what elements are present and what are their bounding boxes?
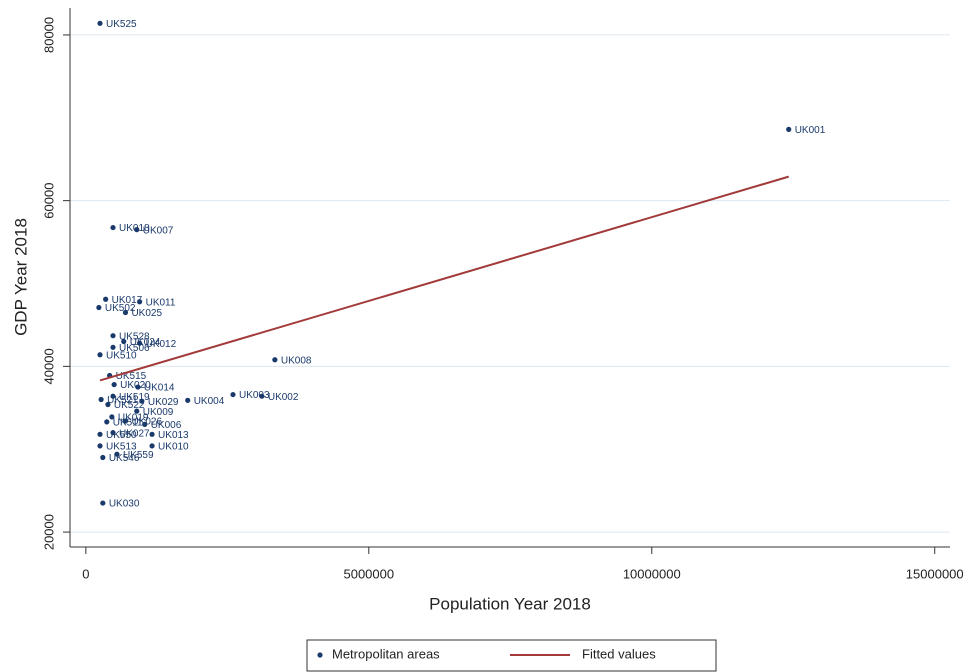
point <box>122 309 129 316</box>
point-label: UK004 <box>194 396 225 407</box>
point-label: UK025 <box>131 308 162 319</box>
point <box>96 304 102 311</box>
fit-line <box>99 175 789 382</box>
point <box>134 408 140 414</box>
point-label: UK502 <box>105 303 136 314</box>
point-label: UK012 <box>146 339 177 350</box>
point <box>137 299 143 305</box>
point-label: UK522 <box>114 400 145 411</box>
point <box>100 500 106 506</box>
point <box>122 418 129 424</box>
point <box>100 454 106 461</box>
legend-swatch <box>317 652 323 658</box>
point-label: UK513 <box>106 442 137 453</box>
x-axis-label: Population Year 2018 <box>429 594 591 613</box>
point <box>110 344 116 350</box>
point <box>259 393 265 399</box>
point-label: UK029 <box>148 397 179 408</box>
point <box>105 401 111 408</box>
point <box>230 391 236 398</box>
point-label: UK017 <box>112 295 143 306</box>
point <box>149 443 155 449</box>
y-axis-label: GDP Year 2018 <box>11 218 30 336</box>
point <box>97 431 103 437</box>
point <box>139 398 145 404</box>
point-label: UK008 <box>281 355 312 366</box>
point <box>272 357 278 363</box>
point-label: UK026 <box>131 417 162 428</box>
point-label: UK024 <box>130 337 161 348</box>
y-tick-label: 60000 <box>41 183 56 219</box>
point-label: UK528 <box>119 331 150 342</box>
point-label: UK001 <box>795 125 826 136</box>
point-label: UK020 <box>120 380 151 391</box>
point <box>110 224 116 231</box>
point-label: UK030 <box>109 499 140 510</box>
point-label: UK011 <box>146 297 176 308</box>
point-label: UK521 <box>107 395 138 406</box>
point <box>110 333 116 339</box>
point <box>786 126 792 132</box>
y-tick-label: 80000 <box>41 17 56 53</box>
point-label: UK550 <box>106 430 137 441</box>
point <box>110 393 116 399</box>
point-label: UK559 <box>123 450 154 461</box>
point <box>111 381 117 388</box>
point-label: UK014 <box>144 383 175 394</box>
x-tick-label: 5000000 <box>343 566 394 581</box>
point <box>104 419 110 425</box>
point <box>135 384 141 390</box>
point <box>98 396 104 403</box>
point <box>185 397 191 403</box>
point <box>97 443 103 449</box>
point-label: UK013 <box>158 430 189 441</box>
point <box>137 340 143 346</box>
point-label: UK010 <box>158 442 189 453</box>
x-tick-label: 15000000 <box>906 566 964 581</box>
point-label: UK511 <box>113 418 143 429</box>
point-label: UK525 <box>106 19 137 30</box>
point <box>97 20 103 26</box>
point-label: UK027 <box>119 428 150 439</box>
point-label: UK007 <box>143 225 174 236</box>
point-label: UK002 <box>268 392 299 403</box>
point-label: UK003 <box>239 390 270 401</box>
point-label: UK506 <box>119 343 150 354</box>
x-tick-label: 0 <box>82 566 89 581</box>
point <box>142 421 148 427</box>
point-label: UK519 <box>119 392 150 403</box>
x-tick-label: 10000000 <box>623 566 681 581</box>
point-label: UK009 <box>143 407 174 418</box>
point <box>114 451 120 457</box>
point-label: UK510 <box>106 350 137 361</box>
point-label: UK019 <box>118 413 149 424</box>
legend-label: Fitted values <box>582 646 656 661</box>
point-label: UK546 <box>109 453 140 464</box>
point <box>121 338 127 345</box>
point <box>134 227 140 233</box>
y-tick-label: 40000 <box>41 348 56 384</box>
y-tick-label: 20000 <box>41 514 56 550</box>
point <box>109 414 115 420</box>
point <box>97 352 103 358</box>
legend-label: Metropolitan areas <box>332 646 440 661</box>
point <box>103 296 109 302</box>
point-label: UK515 <box>116 371 147 382</box>
point-label: UK006 <box>151 420 182 431</box>
point <box>149 431 155 437</box>
point <box>110 430 116 436</box>
